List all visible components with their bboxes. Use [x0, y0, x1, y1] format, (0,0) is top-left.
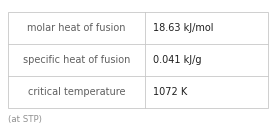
Text: (at STP): (at STP) [8, 115, 42, 124]
Text: 0.041 kJ/g: 0.041 kJ/g [153, 55, 202, 65]
Text: 18.63 kJ/mol: 18.63 kJ/mol [153, 23, 214, 33]
Text: 1072 K: 1072 K [153, 87, 187, 97]
Text: molar heat of fusion: molar heat of fusion [27, 23, 126, 33]
Bar [8, 12, 268, 108]
Text: specific heat of fusion: specific heat of fusion [23, 55, 130, 65]
Text: critical temperature: critical temperature [28, 87, 125, 97]
